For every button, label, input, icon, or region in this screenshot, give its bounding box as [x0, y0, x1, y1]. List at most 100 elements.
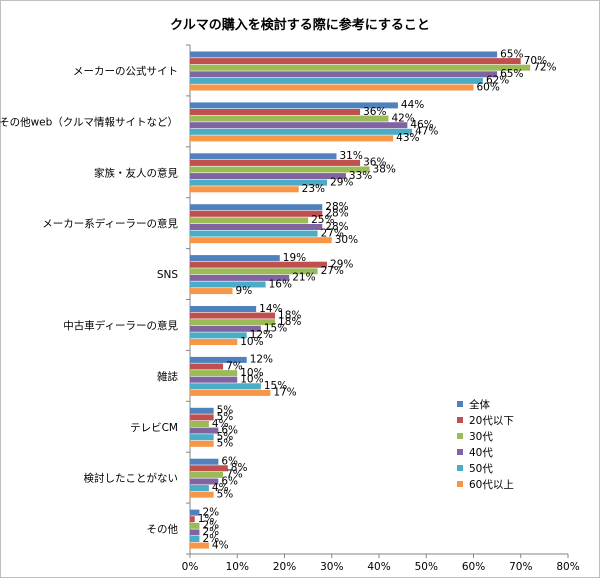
bar: [190, 434, 214, 441]
data-label: 62%: [486, 75, 509, 87]
data-label: 47%: [415, 126, 438, 138]
data-label: 5%: [217, 489, 234, 501]
data-label: 7%: [226, 360, 243, 372]
bar: [190, 339, 238, 345]
bar: [190, 210, 323, 217]
bar: [190, 370, 238, 377]
bar: [190, 306, 257, 312]
bar: [190, 166, 370, 173]
chart-title: クルマの購入を検討する際に参考にすること: [170, 18, 430, 33]
data-label: 27%: [321, 227, 344, 239]
data-label: 28%: [325, 208, 348, 220]
data-label: 36%: [363, 106, 386, 118]
category-label: メーカー系ディーラーの意見: [42, 217, 178, 230]
data-label: 4%: [212, 482, 229, 494]
x-tick-label: 70%: [509, 561, 532, 573]
bar: [190, 115, 389, 122]
data-label: 70%: [524, 55, 547, 67]
legend-swatch: [457, 481, 463, 487]
data-label: 65%: [500, 68, 523, 80]
data-label: 36%: [363, 157, 386, 169]
bar: [190, 230, 318, 237]
data-label: 65%: [500, 48, 523, 60]
legend-swatch: [457, 465, 463, 471]
bar: [190, 516, 195, 523]
data-label: 21%: [292, 272, 315, 284]
bar: [190, 389, 271, 396]
legend-label: 60代以上: [469, 479, 514, 491]
data-label: 29%: [330, 259, 353, 271]
bar: [190, 153, 337, 160]
data-label: 18%: [278, 316, 301, 328]
x-tick-label: 80%: [556, 561, 579, 573]
bar: [190, 268, 318, 275]
bar: [190, 522, 200, 529]
data-label: 72%: [533, 62, 556, 74]
category-label: テレビCM: [130, 422, 178, 434]
x-tick-label: 0%: [182, 561, 199, 573]
data-label: 6%: [221, 475, 238, 487]
bar: [190, 128, 413, 135]
bar: [190, 281, 266, 288]
data-label: 33%: [349, 170, 372, 182]
bar: [190, 363, 224, 370]
category-label: メーカーの公式サイト: [73, 64, 178, 77]
data-label: 12%: [250, 329, 273, 341]
bar: [190, 102, 398, 109]
data-label: 44%: [401, 99, 424, 111]
data-label: 9%: [236, 285, 253, 297]
bar: [190, 421, 209, 427]
category-label: その他web（クルマ情報サイトなど）: [0, 115, 178, 128]
bar: [190, 407, 214, 414]
bar: [190, 261, 328, 268]
x-tick-label: 40%: [367, 561, 390, 573]
legend-swatch: [457, 401, 463, 407]
bar: [190, 274, 290, 281]
bar: [190, 440, 214, 447]
bar: [190, 51, 498, 58]
data-label: 30%: [335, 234, 358, 246]
bar: [190, 529, 200, 536]
data-label: 25%: [311, 214, 334, 226]
bar: [190, 122, 408, 129]
data-label: 2%: [202, 533, 219, 545]
data-label: 2%: [202, 506, 219, 518]
bar: [190, 204, 323, 211]
data-label: 10%: [240, 374, 263, 386]
bar: [190, 109, 361, 115]
category-label: 雑誌: [157, 370, 178, 383]
data-label: 29%: [330, 177, 353, 189]
data-label: 1%: [198, 513, 215, 525]
bar: [190, 71, 498, 78]
bar: [190, 319, 276, 326]
bar: [190, 217, 309, 224]
data-label: 28%: [325, 221, 348, 233]
bar: [190, 288, 233, 295]
legend-label: 40代: [469, 447, 493, 459]
bar: [190, 173, 346, 180]
bar: [190, 186, 299, 193]
data-label: 15%: [264, 323, 287, 335]
data-label: 5%: [217, 411, 234, 423]
category-label: 検討したことがない: [84, 472, 179, 485]
data-label: 60%: [477, 81, 500, 93]
x-tick-label: 50%: [415, 561, 438, 573]
data-label: 2%: [202, 520, 219, 532]
data-label: 10%: [240, 336, 263, 348]
data-label: 5%: [217, 405, 234, 417]
bar: [190, 458, 219, 465]
data-label: 46%: [410, 119, 433, 131]
data-label: 28%: [325, 201, 348, 213]
data-label: 6%: [221, 424, 238, 436]
bar: [190, 542, 209, 549]
data-label: 23%: [302, 183, 325, 195]
bar: [190, 77, 483, 84]
data-label: 12%: [250, 354, 273, 366]
data-label: 38%: [373, 163, 396, 175]
bar: [190, 84, 474, 91]
legend-swatch: [457, 417, 463, 423]
category-label: SNS: [157, 269, 179, 281]
data-label: 15%: [264, 380, 287, 392]
bar: [190, 224, 323, 230]
legend-label: 30代: [469, 431, 493, 443]
